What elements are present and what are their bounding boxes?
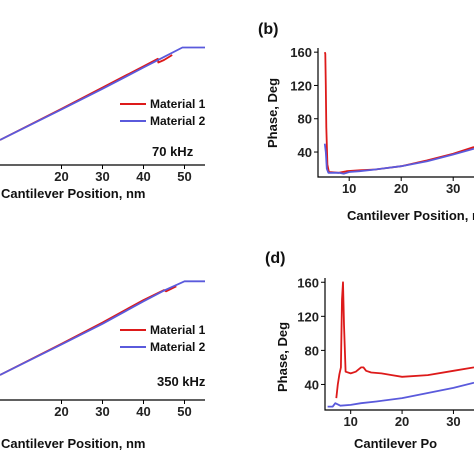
panel-d-axes	[324, 278, 474, 411]
panel-b-x-tick-label-1: 10	[342, 181, 356, 196]
panel-d-x-label: Cantilever Po	[354, 436, 437, 451]
panel-d-label: (d)	[265, 250, 285, 267]
panel-c-x-tick-label-4: 50	[177, 404, 191, 419]
panel-a-legend-label-1: Material 1	[150, 97, 206, 111]
panel-c-x-tick-label-3: 40	[136, 404, 150, 419]
panel-b-x-tick-label-2: 20	[394, 181, 408, 196]
panel-b-x-label: Cantilever Position, nm	[347, 208, 474, 223]
panel-b-x-ticks: 10 20 30	[342, 177, 460, 196]
panel-c-x-ticks: 20 30 40 50	[54, 400, 192, 419]
panel-c-legend-label-2: Material 2	[150, 340, 206, 354]
panel-c-plot	[0, 280, 205, 376]
panel-a-x-tick-label-3: 40	[136, 169, 150, 184]
panel-b-axes	[317, 48, 474, 178]
panel-d-x-ticks: 10 20 30	[343, 410, 461, 429]
panel-a-legend-label-2: Material 2	[150, 114, 206, 128]
panel-d-plot	[327, 281, 474, 408]
panel-c-annotation: 350 kHz	[157, 374, 206, 389]
panel-d-y-tick-label-1: 40	[305, 377, 319, 392]
panel-b-plot	[323, 51, 474, 175]
panel-d-x-tick-label-1: 10	[343, 414, 357, 429]
panel-c: 20 30 40 50 Cantilever Position, nm 350 kHz…	[0, 280, 206, 451]
panel-b-label: (b)	[258, 21, 278, 38]
panel-a-x-tick-label-2: 30	[95, 169, 109, 184]
panel-b-y-label: Phase, Deg	[265, 78, 280, 148]
panel-a-annotation: 70 kHz	[152, 144, 194, 159]
panel-c-series-line-2	[0, 280, 205, 376]
panel-b-y-tick-label-3: 120	[290, 78, 312, 93]
panel-d-y-tick-label-2: 80	[305, 343, 319, 358]
panel-a-legend: Material 1 Material 2	[120, 97, 206, 128]
panel-b-y-tick-label-1: 40	[298, 145, 312, 160]
panel-c-legend: Material 1 Material 2	[120, 323, 206, 354]
panel-a-x-ticks: 20 30 40 50	[54, 165, 192, 184]
panel-d-series-line-1	[335, 281, 474, 399]
panel-c-x-tick-label-2: 30	[95, 404, 109, 419]
panel-a-x-label: Cantilever Position, nm	[1, 186, 145, 201]
panel-b-y-ticks: 40 80 120 160	[290, 45, 318, 160]
panel-b-y-tick-label-4: 160	[290, 45, 312, 60]
panel-b-x-tick-label-3: 30	[446, 181, 460, 196]
panel-d-x-tick-label-2: 20	[395, 414, 409, 429]
panel-d: (d) 40 80 120 160 10 20 30 Phase, Deg Cantile…	[265, 250, 474, 451]
panel-a: 20 30 40 50 Cantilever Position, nm 70 kHz …	[0, 46, 206, 201]
panel-a-plot	[0, 46, 205, 141]
panel-b-series-line-2	[323, 143, 474, 175]
panel-d-x-tick-label-3: 30	[446, 414, 460, 429]
panel-c-x-tick-label-1: 20	[54, 404, 68, 419]
panel-d-y-label: Phase, Deg	[275, 322, 290, 392]
panel-a-x-tick-label-1: 20	[54, 169, 68, 184]
panel-b: (b) 40 80 120 160 10 20 30 Phase, Deg Cantile…	[258, 21, 474, 223]
panel-d-series-line-2	[327, 381, 474, 408]
panel-d-y-tick-label-4: 160	[297, 275, 319, 290]
panel-d-y-ticks: 40 80 120 160	[297, 275, 325, 392]
panel-a-series-line-2	[0, 46, 205, 141]
panel-d-y-tick-label-3: 120	[297, 309, 319, 324]
panel-b-y-tick-label-2: 80	[298, 112, 312, 127]
panel-c-legend-label-1: Material 1	[150, 323, 206, 337]
panel-c-x-label: Cantilever Position, nm	[1, 436, 145, 451]
panel-a-x-tick-label-4: 50	[177, 169, 191, 184]
